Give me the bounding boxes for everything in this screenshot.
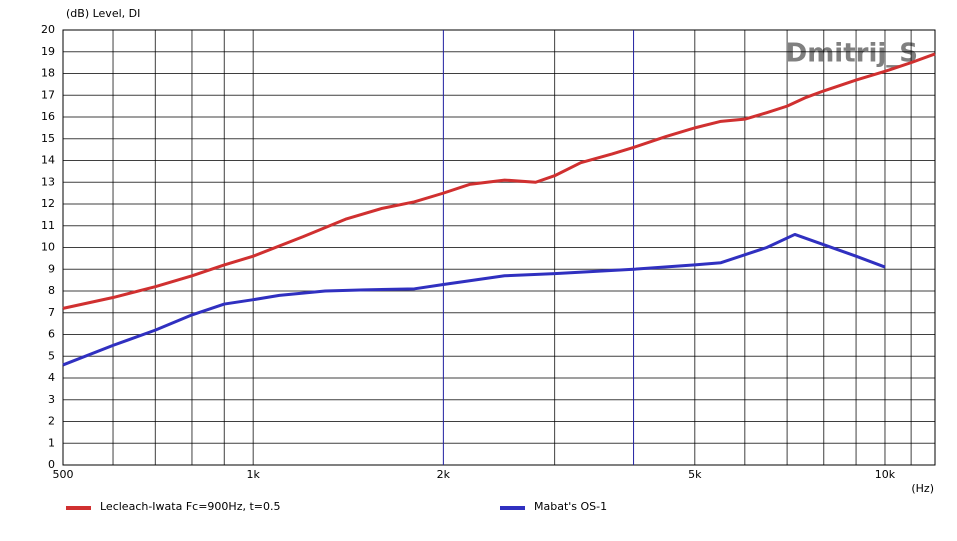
y-tick-label: 3 [48,393,55,406]
series-line [62,52,936,310]
y-axis-label: (dB) Level, DI [66,7,140,20]
legend-label: Mabat's OS-1 [534,500,607,513]
y-tick-label: 10 [41,241,55,254]
x-axis-label: (Hz) [911,482,934,495]
y-tick-label: 16 [41,110,55,123]
y-tick-label: 2 [48,415,55,428]
y-tick-label: 1 [48,436,55,449]
y-tick-label: 19 [41,45,55,58]
y-tick-label: 9 [48,262,55,275]
y-tick-label: 0 [48,458,55,471]
watermark: Dmitrij_S [786,39,918,69]
y-tick-label: 5 [48,349,55,362]
y-tick-label: 18 [41,67,55,80]
y-tick-label: 14 [41,154,55,167]
y-tick-label: 20 [41,23,55,36]
legend-label: Lecleach-Iwata Fc=900Hz, t=0.5 [100,500,281,513]
y-tick-label: 15 [41,132,55,145]
y-tick-label: 11 [41,219,55,232]
x-tick-label: 1k [246,468,260,481]
x-tick-label: 500 [53,468,74,481]
x-tick-label: 2k [437,468,451,481]
y-tick-label: 13 [41,175,55,188]
y-tick-label: 7 [48,306,55,319]
y-tick-label: 17 [41,88,55,101]
y-tick-label: 12 [41,197,55,210]
series-line [62,232,886,367]
y-tick-label: 4 [48,371,55,384]
y-tick-label: 8 [48,284,55,297]
x-tick-label: 10k [875,468,896,481]
x-tick-label: 5k [688,468,702,481]
y-tick-label: 6 [48,328,55,341]
